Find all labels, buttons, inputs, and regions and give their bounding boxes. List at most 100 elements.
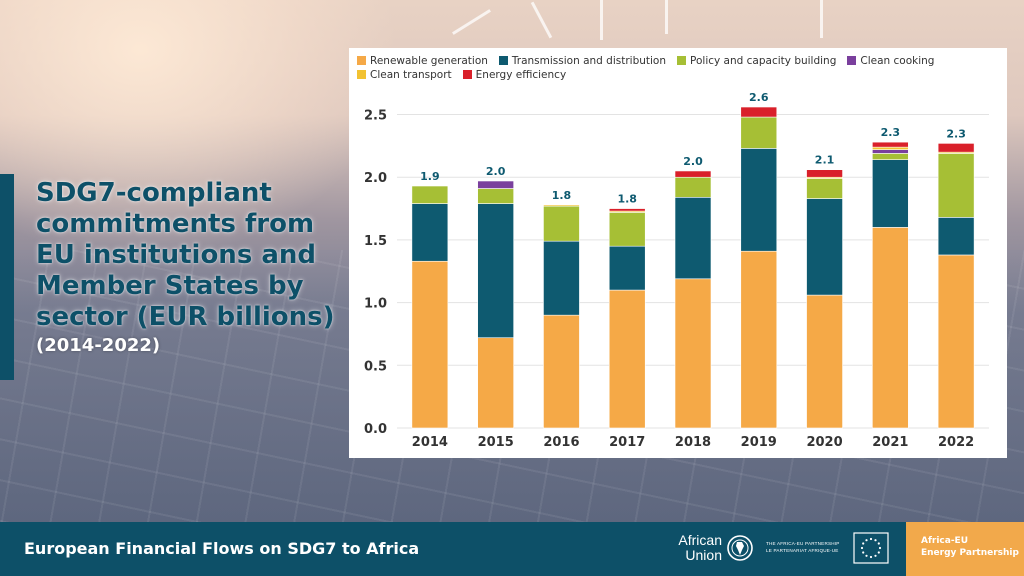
chart-legend: Renewable generation Transmission and dis…	[357, 54, 997, 82]
eu-star	[869, 555, 873, 559]
bar-segment	[608, 289, 646, 429]
wind-turbine	[665, 0, 668, 34]
bar-segment	[740, 148, 778, 252]
eu-star	[860, 546, 864, 550]
bar-segment	[608, 245, 646, 291]
bar-total-label: 2.0	[683, 155, 703, 168]
eu-flag-icon	[853, 532, 889, 564]
legend-swatch	[677, 56, 687, 65]
bar-total-label: 2.3	[946, 127, 966, 140]
bar-segment	[806, 169, 843, 178]
x-tick-label: 2018	[675, 435, 711, 450]
legend-item: Transmission and distribution	[498, 54, 667, 68]
title-accent-bar	[0, 174, 14, 380]
x-tick-label: 2020	[806, 435, 842, 450]
wind-turbine	[600, 0, 603, 40]
footer-bar: European Financial Flows on SDG7 to Afri…	[0, 522, 1024, 576]
aeep-line-2: Energy Partnership	[921, 548, 1019, 558]
africa-eu-partnership-text: THE AFRICA-EU PARTNERSHIP LE PARTENARIAT…	[766, 540, 850, 554]
bar-segment	[872, 141, 909, 148]
x-tick-label: 2016	[543, 435, 579, 450]
partnership-line-1: THE AFRICA-EU PARTNERSHIP	[766, 541, 840, 546]
y-tick-label: 1.0	[364, 297, 387, 312]
eu-star	[862, 551, 865, 554]
aeep-logo-text: Africa-EU Energy Partnership	[921, 535, 1019, 559]
y-tick-label: 2.0	[364, 171, 387, 186]
bar-segment	[608, 208, 646, 212]
bar-total-label: 2.6	[749, 91, 769, 104]
bar-total-label: 2.0	[486, 165, 506, 178]
african-union-logo: African Union	[676, 530, 756, 570]
chart-card: 0.0 0.5 1.0 1.5 2.0 2.5 1.9 2014 2.0 2015 1.8 2016 1…	[349, 48, 1007, 458]
x-tick-label: 2021	[872, 435, 908, 450]
y-tick-label: 2.5	[364, 109, 387, 124]
bar-segment	[937, 217, 975, 256]
bar-segment	[477, 188, 514, 204]
bar-segment	[806, 294, 843, 429]
bar-segment	[411, 260, 449, 429]
slide-subtitle: (2014-2022)	[36, 335, 161, 356]
eu-star	[869, 537, 873, 541]
bar-segment	[411, 185, 449, 204]
x-tick-label: 2015	[478, 435, 514, 450]
legend-label: Renewable generation	[370, 55, 488, 67]
eu-star	[865, 554, 868, 557]
bar-segment	[477, 180, 514, 189]
bar-segment	[608, 212, 646, 247]
legend-swatch	[357, 56, 366, 65]
legend-item: Energy efficiency	[462, 68, 567, 82]
legend-swatch	[847, 56, 857, 65]
legend-label: Transmission and distribution	[511, 55, 667, 67]
bar-segment	[937, 254, 975, 429]
eu-star	[874, 554, 877, 557]
bar-total-label: 2.3	[881, 126, 901, 139]
stacked-bar-chart: 0.0 0.5 1.0 1.5 2.0 2.5 1.9 2014 2.0 2015 1.8 2016 1…	[364, 91, 989, 450]
bar-segment	[477, 337, 514, 429]
x-tick-label: 2022	[938, 435, 974, 450]
bar-segment	[872, 159, 909, 228]
legend-swatch	[462, 70, 472, 79]
bar-segment	[872, 146, 909, 150]
bar-segment	[937, 143, 975, 153]
x-tick-label: 2017	[609, 435, 645, 450]
bar-segment	[477, 203, 514, 339]
sunlight-glow	[0, 0, 400, 260]
aeep-line-1: Africa-EU	[921, 536, 969, 546]
wind-turbine	[820, 0, 823, 38]
legend-swatch	[357, 70, 366, 79]
eu-star	[877, 542, 880, 545]
bar-segment	[872, 153, 909, 160]
bar-segment	[543, 204, 580, 207]
bar-segment	[740, 106, 778, 118]
eu-star	[878, 546, 882, 550]
legend-item: Clean transport	[357, 68, 452, 82]
bar-total-label: 1.8	[552, 189, 572, 202]
bar-segment	[674, 196, 712, 280]
bar-total-label: 2.1	[815, 154, 835, 167]
legend-swatch	[498, 56, 508, 65]
wind-turbine	[452, 9, 491, 35]
legend-label: Clean transport	[370, 69, 452, 81]
african-union-text: African Union	[676, 533, 722, 563]
bar-segment	[806, 178, 843, 199]
y-tick-label: 0.0	[364, 422, 387, 437]
eu-star	[862, 542, 865, 545]
bar-segment	[872, 227, 909, 429]
slide-title-block: SDG7-compliant commitments from EU insti…	[36, 178, 336, 356]
au-line-2: Union	[685, 547, 722, 563]
bar-segment	[674, 170, 712, 178]
bar-total-label: 1.9	[420, 170, 440, 183]
bar-segment	[543, 240, 580, 316]
y-tick-label: 0.5	[364, 359, 387, 374]
legend-item: Clean cooking	[847, 54, 934, 68]
bar-segment	[674, 176, 712, 198]
bar-segment	[411, 203, 449, 262]
legend-item: Renewable generation	[357, 54, 488, 68]
legend-item: Policy and capacity building	[677, 54, 836, 68]
bar-segment	[937, 153, 975, 218]
partnership-line-2: LE PARTENARIAT AFRIQUE-UE	[766, 548, 839, 553]
legend-label: Energy efficiency	[475, 69, 567, 81]
legend-label: Clean cooking	[860, 55, 935, 67]
au-line-1: African	[678, 532, 722, 548]
bar-segment	[872, 149, 909, 154]
